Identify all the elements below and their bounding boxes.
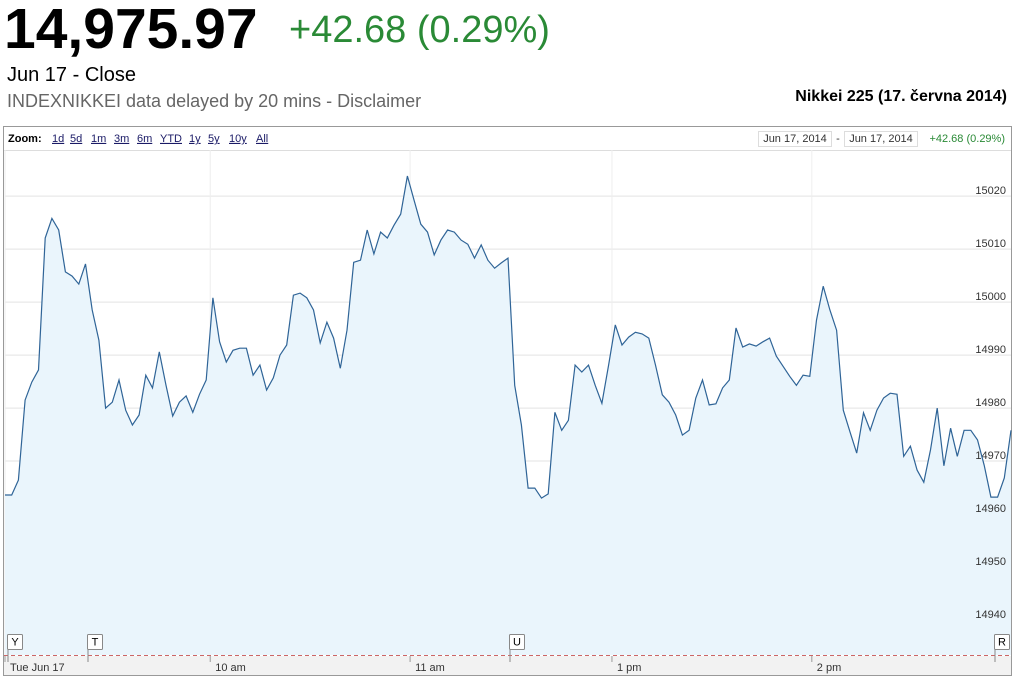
zoom-option[interactable]: 1y	[189, 133, 201, 145]
flag	[509, 634, 525, 650]
x-tick-label: Tue Jun 17	[10, 662, 65, 674]
y-tick-label: 14960	[975, 503, 1006, 515]
source: INDEXNIKKEI data delayed by 20 mins -	[7, 91, 333, 111]
status: Jun 17 - Close	[7, 64, 136, 86]
range-start: Jun 17, 2014	[763, 133, 827, 145]
y-tick-label: 14990	[975, 344, 1006, 356]
flag-label[interactable]: U	[513, 636, 521, 648]
price-line	[5, 175, 1012, 499]
range-change: +42.68 (0.29%)	[929, 133, 1005, 145]
price: 14,975.97	[4, 0, 258, 61]
zoom-option[interactable]: 1d	[52, 133, 64, 145]
x-axis-band	[4, 656, 1011, 675]
zoom-option[interactable]: 3m	[114, 133, 129, 145]
range-box	[758, 131, 832, 147]
price-change: +42.68 (0.29%)	[289, 9, 550, 51]
zoom-options: 1d 5d 1m 3m 6m YTD 1y 5y 10y All	[52, 133, 268, 145]
y-tick-label: 14970	[975, 450, 1006, 462]
y-tick-label: 14940	[975, 609, 1006, 621]
range-box	[844, 131, 918, 147]
zoom-option[interactable]: 10y	[229, 133, 247, 145]
x-tick-label: 1 pm	[617, 662, 641, 674]
zoom-option[interactable]: 6m	[137, 133, 152, 145]
zoom-option[interactable]: YTD	[160, 133, 182, 145]
x-tick-label: 2 pm	[817, 662, 841, 674]
disclaimer-link[interactable]: Disclaimer	[337, 91, 422, 111]
zoom-option[interactable]: All	[256, 133, 268, 145]
range-separator: -	[836, 133, 840, 145]
y-tick-label: 14950	[975, 556, 1006, 568]
flag-label[interactable]: R	[998, 636, 1006, 648]
y-tick-label: 15000	[975, 291, 1006, 303]
x-tick-label: 10 am	[215, 662, 246, 674]
zoom-option[interactable]: 5d	[70, 133, 82, 145]
caption: Nikkei 225 (17. června 2014)	[795, 88, 1007, 105]
area	[5, 176, 1011, 655]
zoom-label: Zoom:	[8, 133, 42, 145]
source-note: INDEXNIKKEI data delayed by 20 mins - Dis…	[7, 91, 421, 112]
y-tick-label: 14980	[975, 397, 1006, 409]
flag-label[interactable]: T	[92, 636, 99, 648]
zoom-option[interactable]: 5y	[208, 133, 220, 145]
flag	[7, 634, 23, 650]
flag	[87, 634, 103, 650]
range-end: Jun 17, 2014	[849, 133, 913, 145]
x-tick-label: 11 am	[415, 662, 445, 674]
flag-label[interactable]: Y	[11, 636, 19, 648]
flag	[994, 634, 1010, 650]
y-tick-label: 15010	[975, 238, 1006, 250]
y-tick-label: 15020	[975, 185, 1006, 197]
zoom-option[interactable]: 1m	[91, 133, 106, 145]
